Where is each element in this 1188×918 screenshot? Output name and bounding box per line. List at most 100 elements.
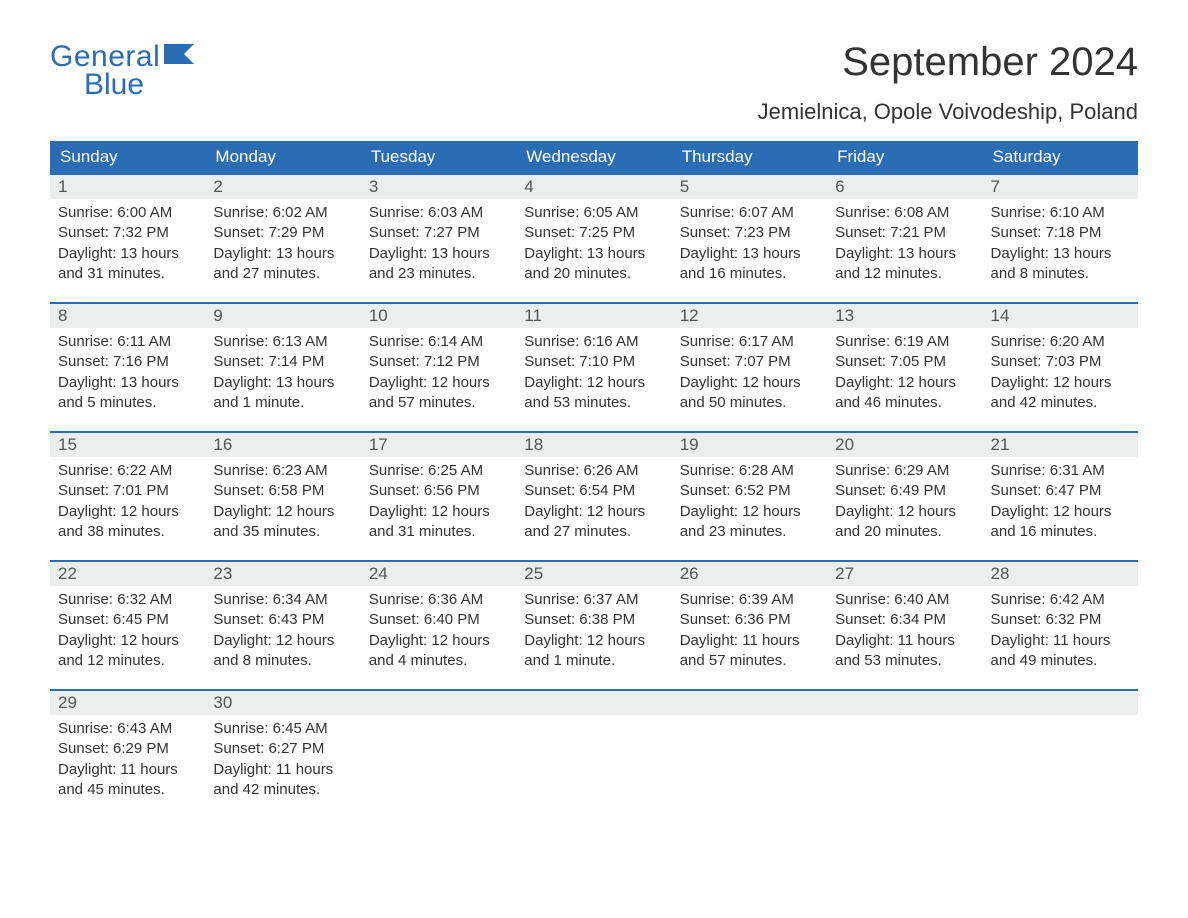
sunrise-line: Sunrise: 6:40 AM	[835, 591, 949, 608]
day-number: 27	[827, 561, 982, 586]
sunrise-line: Sunrise: 6:19 AM	[835, 333, 949, 350]
sunset-line: Sunset: 6:34 PM	[835, 611, 946, 628]
day-details: Sunrise: 6:08 AMSunset: 7:21 PMDaylight:…	[827, 199, 982, 284]
day-cell: Sunrise: 6:40 AMSunset: 6:34 PMDaylight:…	[827, 586, 982, 690]
sunset-line: Sunset: 7:25 PM	[524, 224, 635, 241]
day-cell	[827, 715, 982, 818]
sunrise-line: Sunrise: 6:17 AM	[680, 333, 794, 350]
logo-text-2: Blue	[84, 70, 198, 100]
day-number: 29	[50, 690, 205, 715]
day-details: Sunrise: 6:07 AMSunset: 7:23 PMDaylight:…	[672, 199, 827, 284]
day-details: Sunrise: 6:05 AMSunset: 7:25 PMDaylight:…	[516, 199, 671, 284]
logo-flag-icon	[164, 44, 198, 66]
title-block: September 2024 Jemielnica, Opole Voivode…	[758, 40, 1138, 135]
sunset-line: Sunset: 6:43 PM	[213, 611, 324, 628]
weekday-header-row: SundayMondayTuesdayWednesdayThursdayFrid…	[50, 141, 1138, 174]
daylight-line: Daylight: 13 hours and 31 minutes.	[58, 245, 179, 282]
day-details: Sunrise: 6:43 AMSunset: 6:29 PMDaylight:…	[50, 715, 205, 800]
daylight-line: Daylight: 12 hours and 1 minute.	[524, 632, 645, 669]
daylight-line: Daylight: 12 hours and 46 minutes.	[835, 374, 956, 411]
sunrise-line: Sunrise: 6:34 AM	[213, 591, 327, 608]
day-details: Sunrise: 6:20 AMSunset: 7:03 PMDaylight:…	[983, 328, 1138, 413]
day-cell: Sunrise: 6:08 AMSunset: 7:21 PMDaylight:…	[827, 199, 982, 303]
sunrise-line: Sunrise: 6:25 AM	[369, 462, 483, 479]
daylight-line: Daylight: 13 hours and 16 minutes.	[680, 245, 801, 282]
day-number: 30	[205, 690, 360, 715]
day-number-row: 15161718192021	[50, 432, 1138, 457]
sunset-line: Sunset: 7:14 PM	[213, 353, 324, 370]
day-cell: Sunrise: 6:02 AMSunset: 7:29 PMDaylight:…	[205, 199, 360, 303]
day-body-row: Sunrise: 6:22 AMSunset: 7:01 PMDaylight:…	[50, 457, 1138, 561]
day-number: 26	[672, 561, 827, 586]
daylight-line: Daylight: 13 hours and 23 minutes.	[369, 245, 490, 282]
day-number: 11	[516, 303, 671, 328]
day-number: 2	[205, 174, 360, 199]
day-cell: Sunrise: 6:07 AMSunset: 7:23 PMDaylight:…	[672, 199, 827, 303]
daylight-line: Daylight: 12 hours and 16 minutes.	[991, 503, 1112, 540]
weekday-header: Wednesday	[516, 141, 671, 174]
weekday-header: Friday	[827, 141, 982, 174]
sunrise-line: Sunrise: 6:16 AM	[524, 333, 638, 350]
day-cell: Sunrise: 6:42 AMSunset: 6:32 PMDaylight:…	[983, 586, 1138, 690]
sunrise-line: Sunrise: 6:22 AM	[58, 462, 172, 479]
sunset-line: Sunset: 7:18 PM	[991, 224, 1102, 241]
day-number: 20	[827, 432, 982, 457]
sunrise-line: Sunrise: 6:32 AM	[58, 591, 172, 608]
weekday-header: Thursday	[672, 141, 827, 174]
sunrise-line: Sunrise: 6:14 AM	[369, 333, 483, 350]
sunset-line: Sunset: 7:07 PM	[680, 353, 791, 370]
sunset-line: Sunset: 6:54 PM	[524, 482, 635, 499]
sunrise-line: Sunrise: 6:13 AM	[213, 333, 327, 350]
day-details: Sunrise: 6:36 AM Sunset: 6:40 PM Daylight:…	[361, 586, 516, 671]
sunset-line: Sunset: 6:36 PM	[680, 611, 791, 628]
day-details: Sunrise: 6:22 AMSunset: 7:01 PMDaylight:…	[50, 457, 205, 542]
day-cell: Sunrise: 6:39 AMSunset: 6:36 PMDaylight:…	[672, 586, 827, 690]
day-cell: Sunrise: 6:43 AMSunset: 6:29 PMDaylight:…	[50, 715, 205, 818]
day-number-row: 891011121314	[50, 303, 1138, 328]
sunset-line: Sunset: 7:16 PM	[58, 353, 169, 370]
weekday-header: Saturday	[983, 141, 1138, 174]
day-details: Sunrise: 6:16 AMSunset: 7:10 PMDaylight:…	[516, 328, 671, 413]
day-cell: Sunrise: 6:22 AMSunset: 7:01 PMDaylight:…	[50, 457, 205, 561]
day-cell	[672, 715, 827, 818]
daylight-line: Daylight: 12 hours and 4 minutes.	[369, 632, 490, 669]
calendar-table: SundayMondayTuesdayWednesdayThursdayFrid…	[50, 141, 1138, 818]
sunrise-line: Sunrise: 6:36 AM	[369, 591, 483, 608]
sunset-line: Sunset: 7:12 PM	[369, 353, 480, 370]
day-body-row: Sunrise: 6:11 AM Sunset: 7:16 PM Daylight:…	[50, 328, 1138, 432]
sunset-line: Sunset: 7:10 PM	[524, 353, 635, 370]
day-number: 5	[672, 174, 827, 199]
day-cell: Sunrise: 6:10 AMSunset: 7:18 PMDaylight:…	[983, 199, 1138, 303]
day-cell: Sunrise: 6:16 AMSunset: 7:10 PMDaylight:…	[516, 328, 671, 432]
day-cell: Sunrise: 6:36 AM Sunset: 6:40 PM Daylight:…	[361, 586, 516, 690]
day-cell: Sunrise: 6:25 AMSunset: 6:56 PMDaylight:…	[361, 457, 516, 561]
day-number: 10	[361, 303, 516, 328]
day-number: 4	[516, 174, 671, 199]
sunset-line: Sunset: 7:03 PM	[991, 353, 1102, 370]
day-cell: Sunrise: 6:29 AMSunset: 6:49 PMDaylight:…	[827, 457, 982, 561]
sunrise-line: Sunrise: 6:05 AM	[524, 204, 638, 221]
day-details: Sunrise: 6:42 AMSunset: 6:32 PMDaylight:…	[983, 586, 1138, 671]
day-body-row: Sunrise: 6:00 AMSunset: 7:32 PMDaylight:…	[50, 199, 1138, 303]
sunset-line: Sunset: 6:32 PM	[991, 611, 1102, 628]
day-cell: Sunrise: 6:28 AMSunset: 6:52 PMDaylight:…	[672, 457, 827, 561]
sunset-line: Sunset: 6:47 PM	[991, 482, 1102, 499]
sunrise-line: Sunrise: 6:37 AM	[524, 591, 638, 608]
sunrise-line: Sunrise: 6:31 AM	[991, 462, 1105, 479]
day-number: 21	[983, 432, 1138, 457]
sunrise-line: Sunrise: 6:02 AM	[213, 204, 327, 221]
day-number: 22	[50, 561, 205, 586]
sunrise-line: Sunrise: 6:11 AM	[58, 333, 171, 350]
day-details: Sunrise: 6:17 AMSunset: 7:07 PMDaylight:…	[672, 328, 827, 413]
header: General Blue September 2024 Jemielnica, …	[50, 40, 1138, 135]
day-details: Sunrise: 6:11 AMSunset: 7:16 PMDaylight:…	[50, 328, 205, 413]
day-number: 24	[361, 561, 516, 586]
day-details: Sunrise: 6:31 AM Sunset: 6:47 PM Daylight:…	[983, 457, 1138, 542]
sunset-line: Sunset: 6:40 PM	[369, 611, 480, 628]
day-cell: Sunrise: 6:20 AMSunset: 7:03 PMDaylight:…	[983, 328, 1138, 432]
month-title: September 2024	[758, 40, 1138, 85]
day-number-row: 22232425262728	[50, 561, 1138, 586]
day-cell: Sunrise: 6:17 AMSunset: 7:07 PMDaylight:…	[672, 328, 827, 432]
day-number: 6	[827, 174, 982, 199]
daylight-line: Daylight: 13 hours and 27 minutes.	[213, 245, 334, 282]
